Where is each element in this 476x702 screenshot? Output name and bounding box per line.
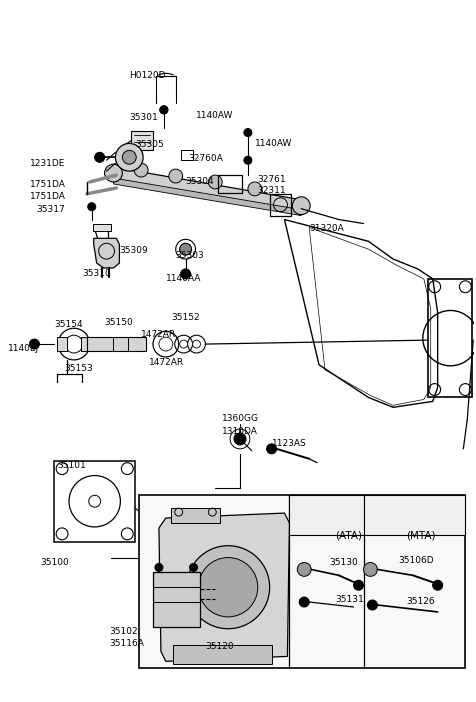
Text: 35153: 35153 <box>64 364 93 373</box>
Circle shape <box>432 581 442 590</box>
Text: 1751DA: 1751DA <box>30 180 66 189</box>
Text: 35101: 35101 <box>57 461 86 470</box>
Circle shape <box>243 157 251 164</box>
Text: 35317: 35317 <box>36 205 65 213</box>
Circle shape <box>363 562 377 576</box>
Bar <box>218 175 241 193</box>
Circle shape <box>192 340 200 348</box>
Polygon shape <box>113 178 301 216</box>
Text: (MTA): (MTA) <box>405 531 435 541</box>
Text: 35152: 35152 <box>170 313 199 322</box>
Text: 32761: 32761 <box>257 175 286 184</box>
Text: 31320A: 31320A <box>308 223 343 232</box>
Text: 35154: 35154 <box>54 320 83 329</box>
Bar <box>269 194 291 216</box>
Text: 35301: 35301 <box>129 113 158 122</box>
Circle shape <box>180 269 190 279</box>
Circle shape <box>353 581 363 590</box>
Circle shape <box>208 175 222 189</box>
Text: 32760A: 32760A <box>188 154 223 164</box>
Circle shape <box>30 339 39 349</box>
Text: 1140AW: 1140AW <box>195 111 232 120</box>
Text: 1140AW: 1140AW <box>254 138 292 147</box>
Circle shape <box>297 562 310 576</box>
Circle shape <box>179 244 191 255</box>
Bar <box>87 337 146 351</box>
Bar <box>289 496 363 535</box>
Bar <box>81 337 90 351</box>
Text: 35309: 35309 <box>119 246 148 256</box>
Circle shape <box>248 182 261 196</box>
Circle shape <box>189 564 197 571</box>
Circle shape <box>122 150 136 164</box>
Circle shape <box>95 152 104 162</box>
Circle shape <box>292 197 309 215</box>
Text: 35150: 35150 <box>104 319 133 327</box>
Text: 35303: 35303 <box>175 251 204 260</box>
Circle shape <box>367 600 377 610</box>
Circle shape <box>198 557 257 617</box>
Text: 35304: 35304 <box>185 177 214 186</box>
Circle shape <box>179 340 187 348</box>
Text: 1310DA: 1310DA <box>222 427 258 436</box>
Bar <box>363 496 465 535</box>
Text: 35100: 35100 <box>40 557 69 567</box>
Circle shape <box>169 169 182 183</box>
Text: 35130: 35130 <box>328 557 357 567</box>
Bar <box>139 496 465 668</box>
Bar <box>427 279 471 397</box>
Text: 35126: 35126 <box>405 597 434 606</box>
Circle shape <box>234 433 246 445</box>
Text: 1231DE: 1231DE <box>30 159 66 168</box>
Circle shape <box>155 564 162 571</box>
Text: (ATA): (ATA) <box>334 531 361 541</box>
Text: 1123AS: 1123AS <box>271 439 306 448</box>
Bar <box>131 131 153 150</box>
Circle shape <box>159 106 168 114</box>
Circle shape <box>115 143 143 171</box>
Text: 35102: 35102 <box>109 627 138 636</box>
Circle shape <box>88 203 96 211</box>
Bar <box>172 644 271 664</box>
Bar <box>54 461 135 542</box>
Bar <box>57 337 67 351</box>
Text: 35131: 35131 <box>334 595 363 604</box>
Text: 1360GG: 1360GG <box>222 414 258 423</box>
Circle shape <box>134 163 148 177</box>
Text: 35310: 35310 <box>82 269 110 278</box>
Text: 35116A: 35116A <box>109 639 144 648</box>
Circle shape <box>159 106 168 114</box>
Circle shape <box>266 444 276 453</box>
Circle shape <box>186 545 269 629</box>
Bar <box>92 223 110 232</box>
Polygon shape <box>93 238 119 268</box>
Polygon shape <box>159 513 289 661</box>
Text: 1472AR: 1472AR <box>141 330 176 339</box>
Circle shape <box>243 128 251 136</box>
Text: 35106D: 35106D <box>397 555 433 564</box>
Text: 35305: 35305 <box>135 140 164 150</box>
Text: 32311: 32311 <box>257 186 286 195</box>
Text: 1751DA: 1751DA <box>30 192 66 201</box>
Text: 1472AR: 1472AR <box>149 358 184 367</box>
Text: 1140EJ: 1140EJ <box>8 344 39 353</box>
Circle shape <box>104 164 122 182</box>
Polygon shape <box>113 167 301 211</box>
Text: 35120: 35120 <box>205 642 234 651</box>
Bar <box>170 508 220 523</box>
Bar <box>153 572 200 627</box>
Text: H0120D: H0120D <box>129 72 166 80</box>
Circle shape <box>298 597 308 607</box>
Text: 1140AA: 1140AA <box>166 274 201 283</box>
